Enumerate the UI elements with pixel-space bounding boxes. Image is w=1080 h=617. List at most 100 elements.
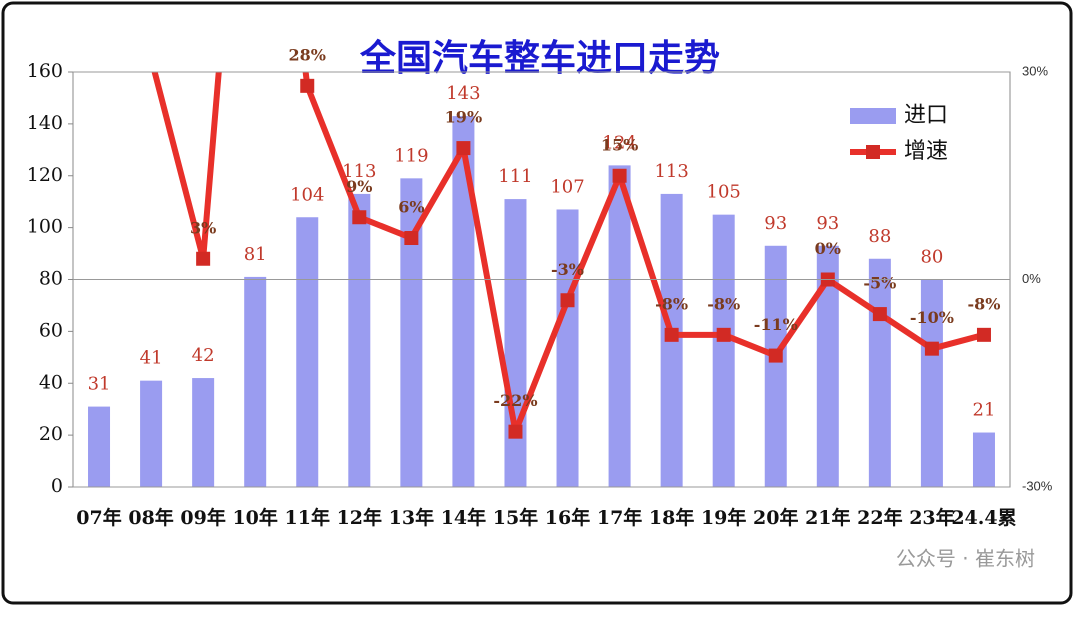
line-marker: [612, 168, 627, 183]
line-label: 28%: [289, 45, 326, 64]
bar-label: 93: [764, 213, 787, 234]
bar-label: 111: [498, 166, 532, 187]
bar-label: 113: [342, 161, 376, 182]
line-label: -8%: [707, 294, 740, 313]
legend-label: 增速: [904, 139, 948, 164]
x-tick-label: 15年: [493, 506, 538, 529]
bar: [556, 209, 579, 487]
y2-tick-label: 0%: [1022, 271, 1041, 286]
legend-label: 进口: [904, 103, 948, 128]
line-label: 6%: [398, 198, 424, 217]
x-tick-label: 09年: [180, 506, 225, 529]
y-tick-label: 60: [39, 319, 63, 341]
bar: [400, 178, 423, 487]
bar: [452, 116, 475, 487]
line-marker: [404, 231, 419, 245]
x-tick-label: 11年: [285, 506, 330, 529]
bar-label: 88: [868, 226, 891, 247]
line-label: 0%: [815, 239, 841, 258]
x-tick-label: 22年: [857, 506, 902, 529]
x-tick-label: 12年: [337, 506, 382, 529]
x-tick-label: 24.4累: [951, 507, 1016, 529]
line-marker: [300, 78, 315, 93]
y-tick-label: 40: [39, 371, 63, 393]
y2-tick-label: -30%: [1022, 478, 1053, 493]
x-tick-label: 23年: [909, 506, 954, 529]
bar: [972, 432, 995, 487]
line-label: -8%: [967, 294, 1000, 313]
x-tick-label: 17年: [597, 506, 642, 529]
bar-label: 113: [654, 161, 688, 182]
bar: [348, 193, 371, 487]
y-tick-label: 20: [39, 423, 63, 445]
bar-label: 143: [446, 83, 480, 104]
x-tick-label: 14年: [441, 506, 486, 529]
y-tick-label: 120: [27, 164, 63, 186]
line-label: -10%: [910, 308, 954, 327]
y-tick-label: 140: [27, 112, 63, 134]
bar-label: 80: [920, 247, 943, 268]
bar: [868, 258, 891, 487]
line-marker: [196, 251, 211, 266]
x-tick-label: 08年: [128, 506, 173, 529]
bar: [296, 217, 319, 487]
line-label: -3%: [551, 260, 584, 279]
bar: [764, 245, 787, 487]
bar-label: 124: [602, 132, 636, 153]
x-tick-label: 07年: [76, 506, 121, 529]
bar: [608, 165, 631, 487]
x-tick-label: 16年: [545, 506, 590, 529]
line-label: -11%: [754, 315, 798, 334]
bar-label: 21: [973, 400, 996, 421]
line-marker: [664, 327, 679, 342]
y-tick-label: 0: [51, 475, 63, 497]
bar: [504, 199, 527, 487]
bar: [920, 279, 943, 487]
y-tick-label: 100: [27, 216, 63, 238]
y-tick-label: 80: [39, 268, 63, 290]
y2-tick-label: 30%: [1022, 63, 1048, 78]
x-tick-label: 18年: [649, 506, 694, 529]
x-tick-label: 21年: [805, 506, 850, 529]
line-label: -5%: [863, 274, 896, 293]
bar-label: 41: [140, 348, 163, 369]
legend-swatch: [866, 145, 880, 159]
line-marker: [456, 141, 471, 156]
line-label: 3%: [190, 218, 216, 237]
x-tick-label: 19年: [701, 506, 746, 529]
watermark: 公众号 · 崔东树: [896, 547, 1035, 571]
bar: [244, 276, 267, 487]
line-marker: [872, 307, 887, 322]
bar-label: 31: [88, 374, 111, 395]
line-marker: [976, 327, 991, 342]
bar-label: 42: [192, 345, 215, 366]
line-label: 9%: [346, 177, 372, 196]
bar-label: 105: [707, 182, 741, 203]
bar: [140, 380, 163, 487]
line-label: -22%: [493, 391, 537, 410]
frame: [1, 1, 1073, 605]
line-marker: [716, 327, 731, 342]
line-marker: [924, 341, 939, 356]
legend-swatch: [850, 108, 896, 124]
line-label: -8%: [655, 294, 688, 313]
bar-label: 107: [550, 176, 584, 197]
bar: [88, 406, 111, 487]
x-tick-label: 20年: [753, 506, 798, 529]
line-label: 15%: [601, 135, 638, 154]
x-tick-label: 13年: [389, 506, 434, 529]
line-label: 19%: [445, 108, 482, 127]
bar: [816, 245, 839, 487]
x-tick-label: 10年: [232, 506, 277, 529]
bar-label: 93: [816, 213, 839, 234]
bar: [712, 214, 735, 487]
y-tick-label: 160: [27, 60, 63, 82]
bar-label: 119: [394, 145, 428, 166]
line-marker: [352, 210, 367, 225]
bar-label: 81: [244, 244, 267, 265]
line-marker: [508, 424, 523, 439]
line-marker: [560, 293, 575, 308]
bar: [192, 378, 215, 487]
line-marker: [768, 348, 783, 363]
